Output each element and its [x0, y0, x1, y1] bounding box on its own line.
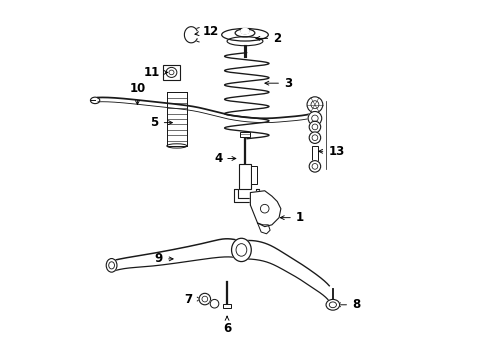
Text: 3: 3	[265, 77, 292, 90]
Text: 4: 4	[214, 152, 236, 165]
Circle shape	[309, 161, 320, 172]
Bar	[163, 65, 180, 80]
Text: 9: 9	[155, 252, 173, 265]
Text: 8: 8	[337, 298, 360, 311]
Text: 7: 7	[185, 293, 201, 306]
Bar	[251, 166, 257, 184]
Circle shape	[260, 204, 269, 213]
Bar	[240, 132, 250, 137]
Ellipse shape	[241, 28, 249, 34]
Polygon shape	[242, 240, 329, 301]
Circle shape	[199, 293, 211, 305]
Circle shape	[309, 132, 320, 143]
Text: 2: 2	[256, 32, 281, 45]
Ellipse shape	[106, 258, 117, 272]
Text: 10: 10	[129, 82, 146, 104]
Text: 1: 1	[280, 211, 304, 224]
Ellipse shape	[326, 300, 340, 310]
Circle shape	[308, 112, 322, 125]
Text: 6: 6	[223, 316, 231, 335]
Bar	[223, 304, 231, 308]
Polygon shape	[112, 239, 242, 271]
Text: 12: 12	[195, 26, 219, 39]
Bar	[312, 146, 318, 162]
Circle shape	[210, 300, 219, 308]
Ellipse shape	[232, 238, 251, 262]
Polygon shape	[250, 191, 281, 226]
Text: 5: 5	[150, 116, 172, 129]
Ellipse shape	[166, 67, 177, 77]
Bar	[239, 164, 251, 189]
Text: 11: 11	[144, 66, 168, 79]
Circle shape	[309, 121, 320, 133]
Text: 13: 13	[318, 145, 344, 158]
Polygon shape	[258, 223, 270, 234]
Circle shape	[307, 97, 323, 113]
